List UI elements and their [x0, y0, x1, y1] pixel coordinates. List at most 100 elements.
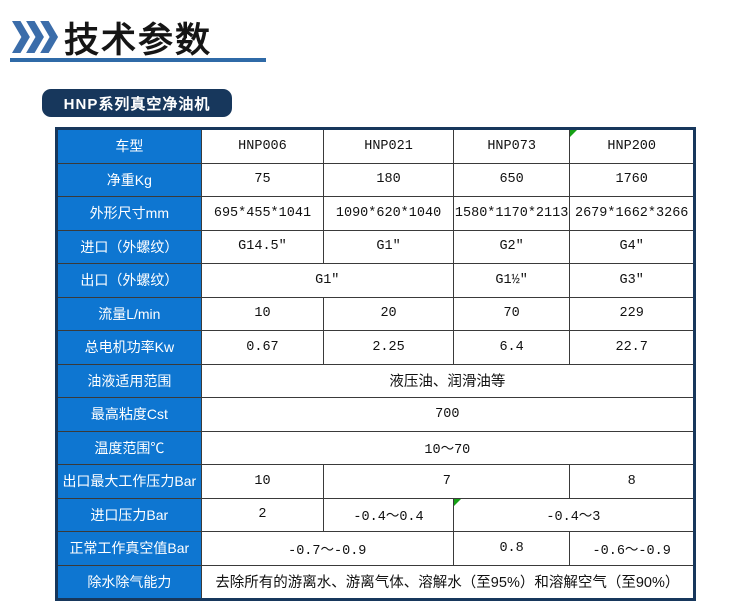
cell-text: 2.25	[372, 339, 405, 355]
table-cell: 8	[569, 464, 695, 499]
cell-text: G14.5″	[238, 239, 287, 255]
table-cell: 700	[200, 397, 696, 432]
table-cell: 6.4	[452, 330, 571, 365]
table-cell: G14.5″	[200, 229, 325, 264]
cell-text: 650	[499, 172, 524, 188]
table-cell: G4″	[569, 229, 695, 264]
table-cell: -0.4～0.4	[323, 497, 454, 532]
table-cell: 650	[452, 162, 571, 197]
cell-text: -0.7～-0.9	[288, 543, 367, 559]
cell-text: G1″	[315, 272, 340, 288]
cell-text: 8	[627, 473, 636, 489]
spec-table: 车型 HNP006 HNP021 HNP073 HNP200 净重Kg 75 180 650 17…	[55, 127, 696, 601]
cell-text: -0.6～-0.9	[592, 543, 671, 559]
cell-flag-triangle-icon	[570, 130, 578, 137]
table-cell: 7	[323, 464, 571, 499]
cell-text: 2	[258, 507, 267, 523]
table-cell: HNP200	[569, 128, 695, 164]
cell-text: 6.4	[499, 339, 524, 355]
table-row: 除水除气能力 去除所有的游离水、游离气体、溶解水（至95%）和溶解空气（至90%）	[56, 564, 696, 600]
table-cell: 2.25	[323, 330, 454, 365]
cell-text: 去除所有的游离水、游离气体、溶解水（至95%）和溶解空气（至90%）	[215, 575, 680, 592]
cell-text: G3″	[619, 272, 644, 288]
cell-text: 0.67	[246, 339, 279, 355]
cell-text: HNP006	[238, 138, 287, 154]
table-cell: 1090*620*1040	[323, 196, 454, 231]
cell-text: 0.8	[499, 540, 524, 556]
table-row: 出口（外螺纹） G1″ G1½″ G3″	[56, 263, 695, 298]
title-underline	[10, 58, 266, 62]
row-header: 出口（外螺纹）	[56, 263, 202, 298]
table-cell: 0.8	[452, 531, 571, 566]
row-header: 出口最大工作压力Bar	[56, 464, 202, 499]
table-cell: 液压油、润滑油等	[200, 363, 696, 398]
triple-chevron-icon	[12, 21, 59, 53]
table-cell: HNP073	[452, 128, 571, 164]
row-header: 温度范围℃	[56, 430, 202, 465]
table-cell: 75	[200, 162, 325, 197]
row-header: 外形尺寸mm	[56, 196, 202, 231]
cell-text: HNP073	[487, 138, 536, 154]
table-row: 进口压力Bar 2 -0.4～0.4 -0.4～3	[56, 497, 696, 532]
cell-text: 1580*1170*2113	[454, 205, 569, 221]
table-row: 最高粘度Cst 700	[56, 397, 696, 432]
table-cell: 229	[569, 296, 695, 331]
cell-text: G2″	[499, 239, 524, 255]
table-cell: G1″	[200, 263, 454, 298]
table-row: 净重Kg 75 180 650 1760	[56, 162, 695, 197]
cell-text: G4″	[619, 239, 644, 255]
cell-text: 7	[442, 473, 451, 489]
table-cell: -0.7～-0.9	[200, 531, 454, 566]
cell-text: G1″	[376, 239, 401, 255]
table-cell: HNP021	[323, 128, 454, 164]
table-cell: 1760	[569, 162, 695, 197]
cell-text: 1760	[615, 172, 648, 188]
table-cell: HNP006	[200, 128, 325, 164]
table-cell: G2″	[452, 229, 571, 264]
row-header: 流量L/min	[56, 296, 202, 331]
table-cell: -0.4～3	[452, 497, 696, 532]
cell-text: 180	[376, 172, 401, 188]
table-cell: 2	[200, 497, 325, 532]
cell-text: 2679*1662*3266	[574, 205, 689, 221]
row-header: 进口（外螺纹）	[56, 229, 202, 264]
cell-text: 10	[254, 473, 271, 489]
table-cell: 1580*1170*2113	[452, 196, 571, 231]
table-cell: 70	[452, 296, 571, 331]
cell-flag-triangle-icon	[454, 498, 461, 506]
cell-text: 10	[254, 306, 271, 322]
table-cell: 10～70	[200, 430, 696, 465]
cell-text: HNP021	[364, 138, 413, 154]
cell-text: 229	[619, 306, 644, 322]
table-cell: 695*455*1041	[200, 196, 325, 231]
table-cell: 10	[200, 464, 325, 499]
table-cell: 去除所有的游离水、游离气体、溶解水（至95%）和溶解空气（至90%）	[200, 564, 696, 600]
table-row: 外形尺寸mm 695*455*1041 1090*620*1040 1580*1170…	[56, 196, 695, 231]
cell-text: G1½″	[495, 272, 528, 288]
table-row: 温度范围℃ 10～70	[56, 430, 696, 465]
table-cell: 2679*1662*3266	[569, 196, 695, 231]
table-cell: G1½″	[452, 263, 571, 298]
cell-text: 695*455*1041	[213, 205, 312, 221]
row-header: 油液适用范围	[56, 363, 202, 398]
table-cell: 20	[323, 296, 454, 331]
cell-text: HNP200	[607, 138, 656, 154]
cell-text: 70	[503, 306, 520, 322]
table-cell: G1″	[323, 229, 454, 264]
table-cell: 180	[323, 162, 454, 197]
table-row: 出口最大工作压力Bar 10 7 8	[56, 464, 695, 499]
row-header: 总电机功率Kw	[56, 330, 202, 365]
table-row: 油液适用范围 液压油、润滑油等	[56, 363, 696, 398]
row-header: 进口压力Bar	[56, 497, 202, 532]
page-title: 技术参数	[64, 21, 213, 60]
row-header: 净重Kg	[56, 162, 202, 197]
cell-text: 1090*620*1040	[335, 205, 442, 221]
table-row: 车型 HNP006 HNP021 HNP073 HNP200	[56, 128, 695, 164]
cell-text: 20	[380, 306, 397, 322]
cell-text: 22.7	[615, 339, 648, 355]
row-header: 车型	[56, 128, 202, 164]
cell-text: -0.4～3	[546, 510, 601, 526]
table-cell: 10	[200, 296, 325, 331]
cell-text: -0.4～0.4	[353, 510, 424, 526]
